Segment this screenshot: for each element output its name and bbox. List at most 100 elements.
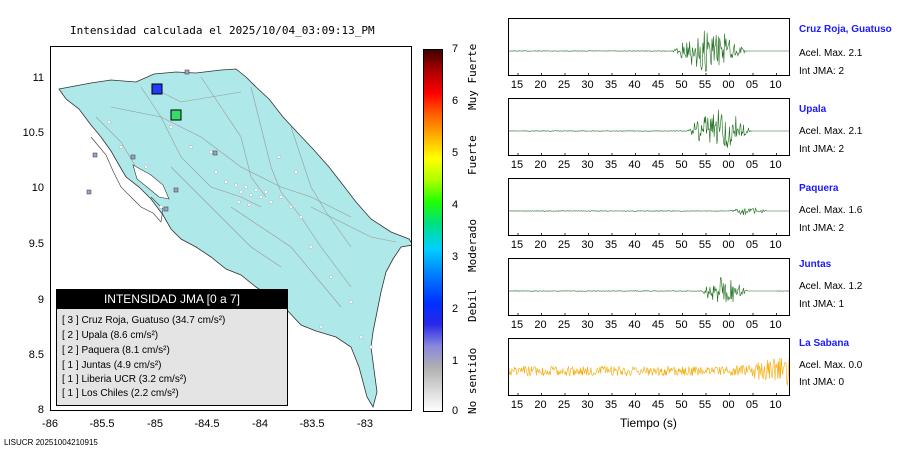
- waveform-line: [509, 30, 789, 72]
- map-xtick: -86: [42, 418, 58, 430]
- time-tick: 25: [557, 79, 571, 91]
- map-xtick: -83.5: [299, 418, 325, 430]
- colorbar-label: Moderado: [466, 219, 479, 272]
- station-jma: Int JMA: 2: [799, 144, 845, 155]
- station-marker-upala: [170, 109, 182, 121]
- colorbar-label: Fuerte: [466, 135, 479, 175]
- station-acel: Acel. Max. 0.0: [799, 360, 863, 371]
- map-ytick: 10: [31, 182, 44, 194]
- station-acel: Acel. Max. 1.2: [799, 281, 863, 292]
- station-jma: Int JMA: 1: [799, 299, 845, 310]
- time-tick: 00: [722, 79, 735, 91]
- colorbar-label: Debil: [466, 288, 479, 322]
- time-tick: 40: [628, 319, 641, 331]
- colorbar-tick: 4: [452, 199, 459, 211]
- time-tick: 40: [628, 239, 641, 251]
- time-tick: 15: [510, 79, 524, 91]
- time-tick: 45: [651, 399, 665, 411]
- time-tick: 40: [628, 79, 641, 91]
- time-tick: 50: [675, 79, 688, 91]
- time-tick: 55: [698, 79, 712, 91]
- time-tick: 15: [510, 399, 524, 411]
- time-tick: 45: [651, 239, 665, 251]
- station-jma: Int JMA: 2: [799, 223, 845, 234]
- waveform-line: [509, 207, 789, 215]
- time-tick: 20: [534, 319, 547, 331]
- legend-item: [ 2 ] Upala (8.6 cm/s²): [62, 330, 159, 341]
- waveform: [509, 30, 789, 75]
- trace-panel-cruz-roja: [508, 18, 790, 76]
- time-tick: 05: [745, 239, 759, 251]
- map-ytick: 10.5: [22, 127, 44, 139]
- map-xtick: -85.5: [89, 418, 115, 430]
- time-tick: 00: [722, 399, 735, 411]
- station-name: Paquera: [799, 183, 839, 194]
- legend-item: [ 1 ] Juntas (4.9 cm/s²): [62, 360, 162, 371]
- trace-panel-juntas: [508, 258, 790, 316]
- time-tick: 55: [698, 399, 712, 411]
- time-tick: 35: [604, 399, 618, 411]
- station-name: Juntas: [799, 259, 832, 270]
- time-tick: 35: [604, 319, 618, 331]
- time-tick: 30: [581, 239, 594, 251]
- time-tick: 30: [581, 399, 594, 411]
- time-tick: 15: [510, 319, 524, 331]
- waveform: [509, 277, 789, 315]
- time-tick: 40: [628, 159, 641, 171]
- waveform: [509, 109, 789, 155]
- time-tick: 05: [745, 79, 759, 91]
- time-tick: 15: [510, 159, 524, 171]
- time-tick: 30: [581, 79, 594, 91]
- time-tick: 10: [769, 319, 782, 331]
- time-tick: 05: [745, 399, 759, 411]
- time-tick: 20: [534, 159, 547, 171]
- time-axis-label: Tiempo (s): [620, 416, 677, 430]
- costa-rica-map: [58, 68, 411, 409]
- time-tick: 35: [604, 79, 618, 91]
- colorbar-tick: 3: [452, 251, 459, 263]
- legend-item: [ 1 ] Los Chiles (2.2 cm/s²): [62, 388, 179, 399]
- time-tick: 55: [698, 159, 712, 171]
- station-name: La Sabana: [799, 338, 850, 349]
- colorbar-tick: 1: [452, 355, 459, 367]
- time-tick: 05: [745, 159, 759, 171]
- colorbar-tick: 7: [452, 43, 459, 55]
- trace-panel-paquera: [508, 178, 790, 236]
- colorbar-tick: 5: [452, 147, 459, 159]
- station-marker-cruz-roja: [151, 83, 163, 95]
- legend-header: INTENSIDAD JMA [0 a 7]: [57, 290, 287, 309]
- time-tick: 50: [675, 319, 688, 331]
- legend-item: [ 3 ] Cruz Roja, Guatuso (34.7 cm/s²): [62, 315, 226, 326]
- map-ytick: 8: [37, 404, 44, 416]
- colorbar-label: No sentido: [466, 347, 479, 414]
- time-tick: 00: [722, 159, 735, 171]
- time-tick: 20: [534, 239, 547, 251]
- legend-item: [ 1 ] Liberia UCR (3.2 cm/s²): [62, 374, 187, 385]
- station-acel: Acel. Max. 2.1: [799, 48, 863, 59]
- map-xtick: -83: [357, 418, 373, 430]
- time-tick: 15: [510, 239, 524, 251]
- map-xtick: -84.5: [194, 418, 220, 430]
- time-tick: 10: [769, 159, 782, 171]
- time-tick: 30: [581, 159, 594, 171]
- map-ytick: 9.5: [28, 238, 44, 250]
- legend-item: [ 2 ] Paquera (8.1 cm/s²): [62, 345, 170, 356]
- time-tick: 10: [769, 79, 782, 91]
- trace-panel-upala: [508, 98, 790, 156]
- station-name: Upala: [799, 104, 827, 115]
- waveform-line: [509, 109, 789, 148]
- time-tick: 55: [698, 319, 712, 331]
- station-acel: Acel. Max. 2.1: [799, 126, 863, 137]
- intensity-legend: INTENSIDAD JMA [0 a 7] [ 3 ] Cruz Roja, …: [56, 289, 288, 406]
- map-ytick: 8.5: [28, 349, 44, 361]
- trace-panel-la-sabana: [508, 338, 790, 396]
- time-tick: 40: [628, 399, 641, 411]
- waveform-line: [509, 357, 789, 387]
- time-tick: 25: [557, 159, 571, 171]
- map-ytick: 9: [37, 294, 44, 306]
- footer-id: LISUCR 20251004210915: [4, 438, 98, 447]
- time-tick: 25: [557, 399, 571, 411]
- waveform: [509, 207, 789, 235]
- map-ytick: 11: [32, 72, 44, 84]
- station-jma: Int JMA: 2: [799, 66, 845, 77]
